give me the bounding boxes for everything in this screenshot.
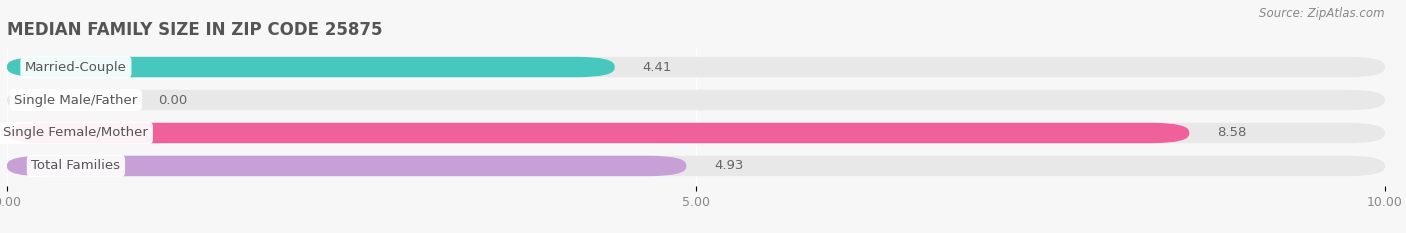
- FancyBboxPatch shape: [7, 57, 614, 77]
- FancyBboxPatch shape: [7, 123, 1189, 143]
- Text: Total Families: Total Families: [31, 159, 121, 172]
- FancyBboxPatch shape: [7, 57, 1385, 77]
- Text: 4.41: 4.41: [643, 61, 672, 74]
- FancyBboxPatch shape: [7, 156, 686, 176]
- Text: Married-Couple: Married-Couple: [25, 61, 127, 74]
- Text: Single Female/Mother: Single Female/Mother: [3, 127, 149, 140]
- Text: Single Male/Father: Single Male/Father: [14, 93, 138, 106]
- FancyBboxPatch shape: [7, 156, 1385, 176]
- Text: 4.93: 4.93: [714, 159, 744, 172]
- FancyBboxPatch shape: [7, 90, 1385, 110]
- Text: MEDIAN FAMILY SIZE IN ZIP CODE 25875: MEDIAN FAMILY SIZE IN ZIP CODE 25875: [7, 21, 382, 39]
- Text: Source: ZipAtlas.com: Source: ZipAtlas.com: [1260, 7, 1385, 20]
- FancyBboxPatch shape: [7, 123, 1385, 143]
- Text: 0.00: 0.00: [159, 93, 188, 106]
- Text: 8.58: 8.58: [1216, 127, 1246, 140]
